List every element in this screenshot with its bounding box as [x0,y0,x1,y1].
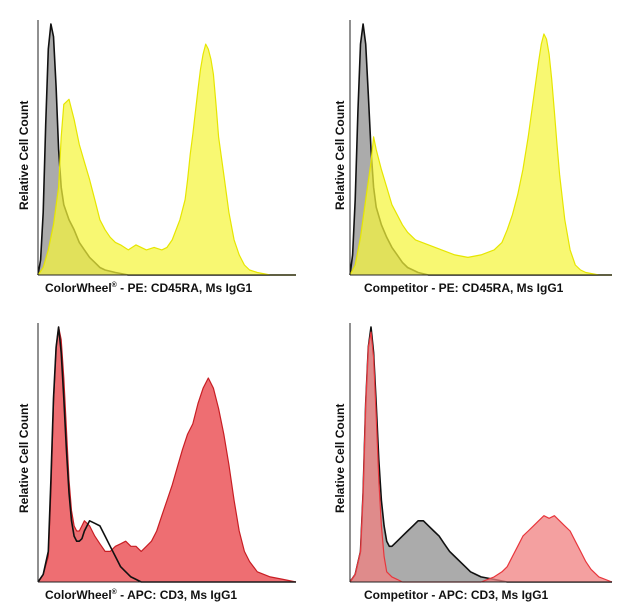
x-axis-label-brand: ColorWheel [45,588,112,602]
x-axis-label-text: - PE: CD45RA, Ms IgG1 [116,281,253,295]
histogram-outline-stained [37,43,296,276]
histogram-area-stained [38,44,296,275]
x-axis-label: Competitor - APC: CD3, Ms IgG1 [364,588,548,602]
histogram-plot [37,323,297,583]
x-axis-label: Competitor - PE: CD45RA, Ms IgG1 [364,281,563,295]
x-axis-label-brand: ColorWheel [45,281,112,295]
registered-mark: ® [111,589,117,596]
histogram-panel-apc-competitor: Relative Cell Count Competitor - APC: CD… [316,307,633,614]
histogram-outline-stained [349,33,612,276]
x-axis-label: ColorWheel® - PE: CD45RA, Ms IgG1 [45,281,252,295]
y-axis-label: Relative Cell Count [333,403,347,513]
x-axis-label-brand: Competitor [364,588,428,602]
x-axis-label-brand: Competitor [364,281,428,295]
x-axis-label-text: - PE: CD45RA, Ms IgG1 [428,281,564,295]
y-axis-label: Relative Cell Count [17,100,31,210]
histogram-panel-pe-colorwheel: Relative Cell Count ColorWheel® - PE: CD… [0,0,316,307]
x-axis-label-text: - APC: CD3, Ms IgG1 [428,588,549,602]
histogram-plot [37,20,296,276]
y-axis-label: Relative Cell Count [17,403,31,513]
histogram-area-stained [350,34,612,275]
x-axis-label-text: - APC: CD3, Ms IgG1 [116,588,238,602]
histogram-area-stained [350,332,612,582]
histogram-outline-stained [37,326,297,583]
histogram-area-stained [38,327,296,582]
registered-mark: ® [111,282,117,289]
y-axis-label: Relative Cell Count [333,100,347,210]
histogram-panel-pe-competitor: Relative Cell Count Competitor - PE: CD4… [316,0,633,307]
histogram-plot [349,20,612,276]
histogram-panel-apc-colorwheel: Relative Cell Count ColorWheel® - APC: C… [0,307,316,614]
histogram-plot [349,323,613,583]
x-axis-label: ColorWheel® - APC: CD3, Ms IgG1 [45,588,237,602]
